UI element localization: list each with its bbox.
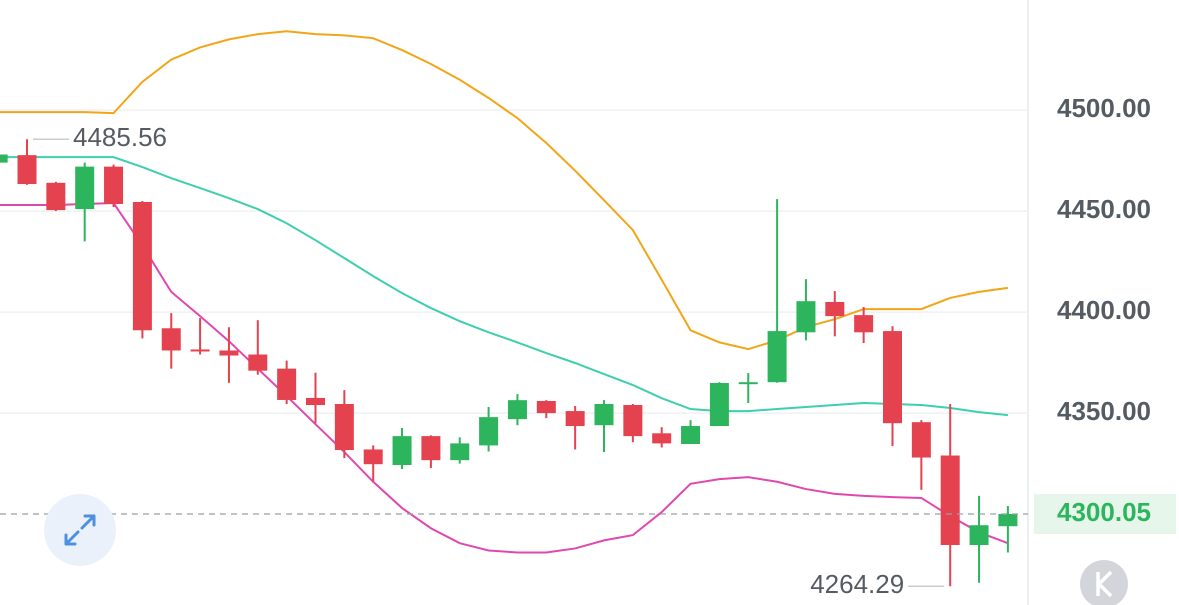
expand-button[interactable] — [44, 494, 116, 566]
candle-body — [161, 328, 181, 351]
candle-body — [306, 397, 325, 406]
candle-body — [46, 182, 66, 211]
candle-body — [594, 404, 614, 426]
k-icon — [1096, 570, 1113, 598]
candle-body — [536, 400, 556, 414]
candle-body — [565, 411, 585, 427]
candle-body — [998, 513, 1018, 527]
candle-body — [911, 422, 931, 458]
candle-body — [883, 331, 902, 424]
candle-body — [940, 455, 960, 546]
band-line — [0, 30, 1009, 351]
y-tick-label: 4400.00 — [1057, 295, 1151, 325]
candle-body — [392, 436, 412, 466]
candle-body — [623, 405, 643, 437]
candle-body — [479, 417, 499, 446]
max-label: 4485.56 — [73, 122, 167, 152]
candle-body — [796, 301, 816, 333]
candle-body — [190, 349, 210, 352]
candle-body — [738, 382, 758, 385]
candle-body — [652, 433, 672, 444]
candle-body — [450, 443, 470, 461]
candle-body — [17, 155, 37, 185]
price-label: 4300.05 — [1057, 497, 1151, 527]
k-button[interactable] — [1080, 560, 1128, 605]
candle-body — [969, 525, 989, 546]
candle-body — [0, 154, 8, 163]
band-line — [0, 201, 1009, 554]
candle-body — [363, 449, 383, 465]
candle-body — [825, 301, 845, 317]
min-label: 4264.29 — [810, 569, 904, 599]
candle-body — [75, 166, 95, 210]
candle-body — [277, 368, 297, 400]
candle-body — [132, 202, 152, 331]
y-tick-label: 4500.00 — [1057, 93, 1151, 123]
price-tag — [1034, 493, 1176, 534]
candle-body — [248, 354, 268, 371]
candle-body — [104, 166, 124, 205]
candle-body — [219, 350, 239, 356]
candles — [0, 139, 1018, 587]
bands — [0, 30, 1009, 554]
k-circle[interactable] — [1080, 560, 1128, 605]
candle-body — [334, 404, 354, 451]
y-tick-label: 4450.00 — [1057, 194, 1151, 224]
y-tick-label: 4350.00 — [1057, 396, 1151, 426]
expand-circle[interactable] — [44, 494, 116, 566]
band-line — [0, 156, 1009, 417]
candle-body — [507, 400, 527, 420]
expand-icon — [64, 514, 96, 546]
candle-body — [709, 382, 729, 427]
candle-body — [854, 315, 874, 333]
candle-body — [767, 331, 787, 383]
candle-body — [421, 436, 441, 461]
candle-body — [681, 426, 701, 445]
labels: 4350.00 4400.00 4450.00 4500.00 4485.56 4264.… — [0, 93, 1176, 599]
